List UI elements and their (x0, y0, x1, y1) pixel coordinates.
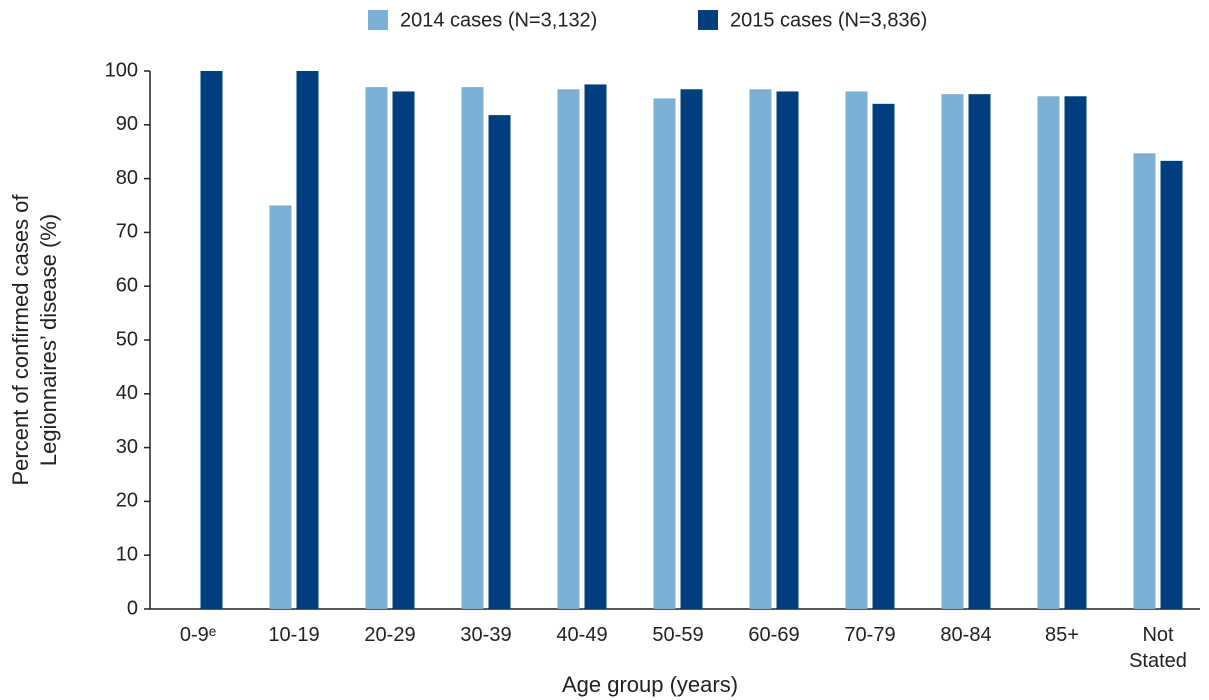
bar (653, 98, 676, 610)
y-axis-label: Legionnaires’ disease (%) (36, 214, 61, 466)
bar (461, 87, 484, 609)
bar (968, 94, 991, 609)
bar (680, 89, 703, 610)
bar (269, 205, 292, 609)
y-tick-label: 90 (116, 113, 138, 135)
legend-label: 2015 cases (N=3,836) (730, 9, 927, 31)
bar (749, 89, 772, 610)
x-tick-label: 0-9ᵉ (179, 624, 217, 646)
y-tick-label: 70 (116, 221, 138, 243)
bar (200, 71, 223, 609)
y-tick-label: 50 (116, 328, 138, 350)
bar (776, 91, 799, 610)
x-tick-label: Not Stated (1129, 624, 1187, 672)
x-tick-label: 85+ (1045, 624, 1079, 646)
x-tick-label: 80-84 (940, 624, 992, 646)
bar (488, 115, 511, 609)
y-axis-label: Percent of confirmed cases of (8, 194, 33, 486)
bar (941, 94, 964, 609)
y-tick-label: 20 (116, 490, 138, 512)
bar (1037, 96, 1060, 609)
y-tick-label: 80 (116, 167, 138, 189)
legend-swatch (368, 10, 388, 30)
bar (584, 84, 607, 609)
bar (845, 91, 868, 610)
legend-label: 2014 cases (N=3,132) (400, 9, 597, 31)
bar (296, 71, 319, 609)
bar (1160, 160, 1183, 609)
x-tick-label: 40-49 (556, 624, 608, 646)
y-tick-label: 100 (105, 59, 138, 81)
x-tick-label: 60-69 (748, 624, 800, 646)
y-tick-label: 0 (127, 597, 138, 619)
y-tick-label: 30 (116, 436, 138, 458)
x-tick-label: 30-39 (460, 624, 512, 646)
bar (365, 87, 388, 609)
bar (872, 103, 895, 610)
y-tick-label: 10 (116, 543, 138, 565)
y-tick-label: 60 (116, 274, 138, 296)
bar (392, 91, 415, 610)
x-axis-label: Age group (years) (562, 672, 738, 697)
y-tick-label: 40 (116, 382, 138, 404)
x-tick-label: 20-29 (364, 624, 416, 646)
x-tick-label: 10-19 (268, 624, 320, 646)
x-tick-label: 70-79 (844, 624, 896, 646)
bar (557, 89, 580, 610)
bar (1133, 153, 1156, 609)
legend-swatch (698, 10, 718, 30)
x-tick-label: 50-59 (652, 624, 704, 646)
bar (1064, 96, 1087, 609)
